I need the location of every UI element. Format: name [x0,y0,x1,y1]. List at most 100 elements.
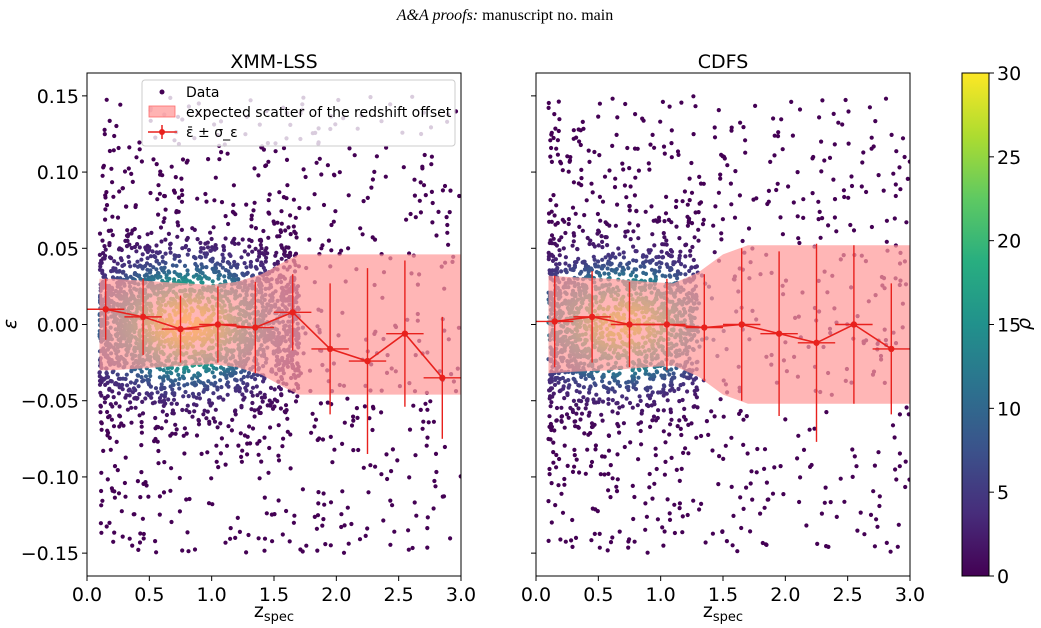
data-point [677,506,682,511]
data-point [628,184,633,189]
data-point [559,405,564,410]
data-point [607,380,612,385]
data-point [109,486,114,491]
data-point [433,484,438,489]
data-point [550,258,556,263]
data-point [579,411,585,416]
data-point [256,452,261,457]
data-point [325,400,330,405]
data-point [363,533,368,539]
data-point [276,385,282,390]
data-point [314,526,319,531]
data-point [288,232,293,237]
data-point [370,404,376,409]
data-point [176,195,182,200]
data-point [130,179,135,184]
data-point [560,168,565,173]
data-point [587,390,592,395]
data-point [697,201,702,206]
data-point [317,156,322,161]
data-point [410,545,415,551]
data-point [836,120,841,125]
data-point [740,238,745,244]
data-point [561,246,566,251]
data-point [652,271,657,276]
data-point [283,228,288,233]
data-point [109,256,114,261]
binned-series [87,260,461,455]
data-point [362,404,367,409]
data-point [560,375,566,381]
data-point [764,480,770,485]
data-point [625,145,630,151]
data-point [889,132,894,137]
data-point [216,465,221,470]
data-point [294,235,299,240]
data-point [111,395,116,400]
data-point [128,380,133,385]
data-point [795,170,800,175]
data-point [218,365,224,370]
data-point [174,263,179,268]
data-point [104,190,109,195]
data-point [101,448,106,453]
data-point [549,400,554,405]
data-point [904,405,909,410]
data-point [161,368,166,373]
data-point [662,366,668,371]
data-point [554,452,559,458]
data-point [554,203,559,208]
data-point [140,252,145,257]
data-point [549,233,555,238]
data-point [648,385,653,390]
data-point [589,421,595,426]
data-point [849,174,854,179]
data-point [689,421,694,426]
data-point [862,532,867,537]
data-point [765,201,770,207]
data-point [589,181,594,186]
data-point [662,529,667,534]
binned-point [139,313,147,321]
data-point [137,140,142,145]
data-point [107,386,112,391]
data-point [586,148,591,153]
data-point [678,383,683,388]
data-point [225,151,230,156]
data-point [401,165,406,170]
data-point [555,152,561,157]
data-point [448,536,453,541]
data-point [192,547,198,552]
data-point [779,117,784,122]
data-point [724,539,730,544]
data-point [801,215,806,220]
data-point [298,547,303,552]
data-point [554,465,559,470]
data-point [319,246,324,251]
data-point [316,490,321,495]
data-point [873,119,878,124]
data-point [607,223,612,228]
data-point [195,196,200,201]
data-point [660,525,665,530]
data-point [136,384,141,389]
data-point [566,169,571,174]
data-point [231,183,236,188]
data-point [241,380,246,386]
data-point [754,470,759,475]
data-point [846,109,851,114]
data-point [198,249,203,254]
data-point [105,394,110,399]
data-point [654,261,659,267]
data-point [549,219,554,224]
data-point [186,368,191,374]
data-point [200,271,205,276]
data-point [617,263,622,268]
data-point [828,500,833,505]
data-point [586,269,591,274]
data-point [412,193,417,198]
data-point [595,211,601,217]
data-point [174,427,179,432]
data-point [119,247,124,253]
data-point [741,442,746,447]
